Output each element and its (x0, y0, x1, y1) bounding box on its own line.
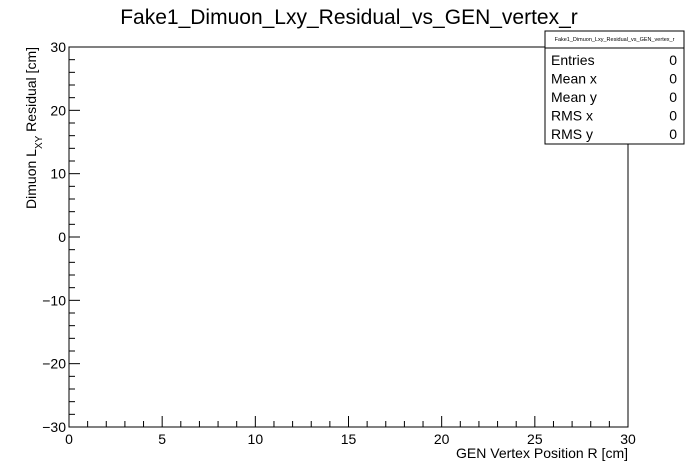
stats-box: Fake1_Dimuon_Lxy_Residual_vs_GEN_vertex_… (544, 30, 685, 145)
y-tick-label: −10 (42, 292, 66, 308)
y-tick-label: 20 (50, 102, 66, 118)
x-axis-label: GEN Vertex Position R [cm] (456, 445, 628, 461)
x-tick-label: 30 (620, 431, 636, 447)
plot-frame (68, 46, 629, 428)
y-tick-label: 30 (50, 39, 66, 55)
x-tick-label: 20 (434, 431, 450, 447)
stats-row-label: Mean x (551, 71, 597, 87)
stats-row-label: RMS x (551, 108, 593, 124)
chart-title: Fake1_Dimuon_Lxy_Residual_vs_GEN_vertex_… (120, 6, 578, 29)
stats-row-label: Entries (551, 52, 595, 68)
y-axis-label-main: Dimuon L (23, 149, 39, 209)
stats-row-value: 0 (669, 89, 677, 105)
x-axis: 0 5 10 15 20 25 30 (65, 416, 636, 447)
x-tick-label: 15 (341, 431, 357, 447)
x-tick-label: 5 (158, 431, 166, 447)
stats-row-value: 0 (669, 108, 677, 124)
x-tick-label: 0 (65, 431, 73, 447)
stats-box-title: Fake1_Dimuon_Lxy_Residual_vs_GEN_vertex_… (555, 37, 675, 43)
stats-row-value: 0 (669, 71, 677, 87)
y-tick-label: −30 (42, 419, 66, 435)
stats-row-value: 0 (669, 52, 677, 68)
x-axis-label-text: GEN Vertex Position R [cm] (456, 445, 628, 461)
y-axis-label-subscript: XY (34, 135, 45, 149)
stats-row-label: RMS y (551, 126, 593, 142)
stats-row-label: Mean y (551, 89, 597, 105)
stats-rows: Entries 0 Mean x 0 Mean y 0 RMS x 0 RMS y 0 (551, 52, 677, 142)
y-axis: −30 −20 −10 0 10 20 30 (42, 39, 80, 435)
y-tick-label: −20 (42, 356, 66, 372)
y-axis-label: Dimuon LXY Residual [cm] (23, 47, 45, 209)
y-axis-label-rest: Residual [cm] (23, 47, 39, 136)
stats-row-value: 0 (669, 126, 677, 142)
y-tick-label: 10 (50, 166, 66, 182)
x-tick-label: 10 (248, 431, 264, 447)
x-tick-label: 25 (527, 431, 543, 447)
y-tick-label: 0 (58, 229, 66, 245)
stats-box-frame (544, 30, 685, 145)
